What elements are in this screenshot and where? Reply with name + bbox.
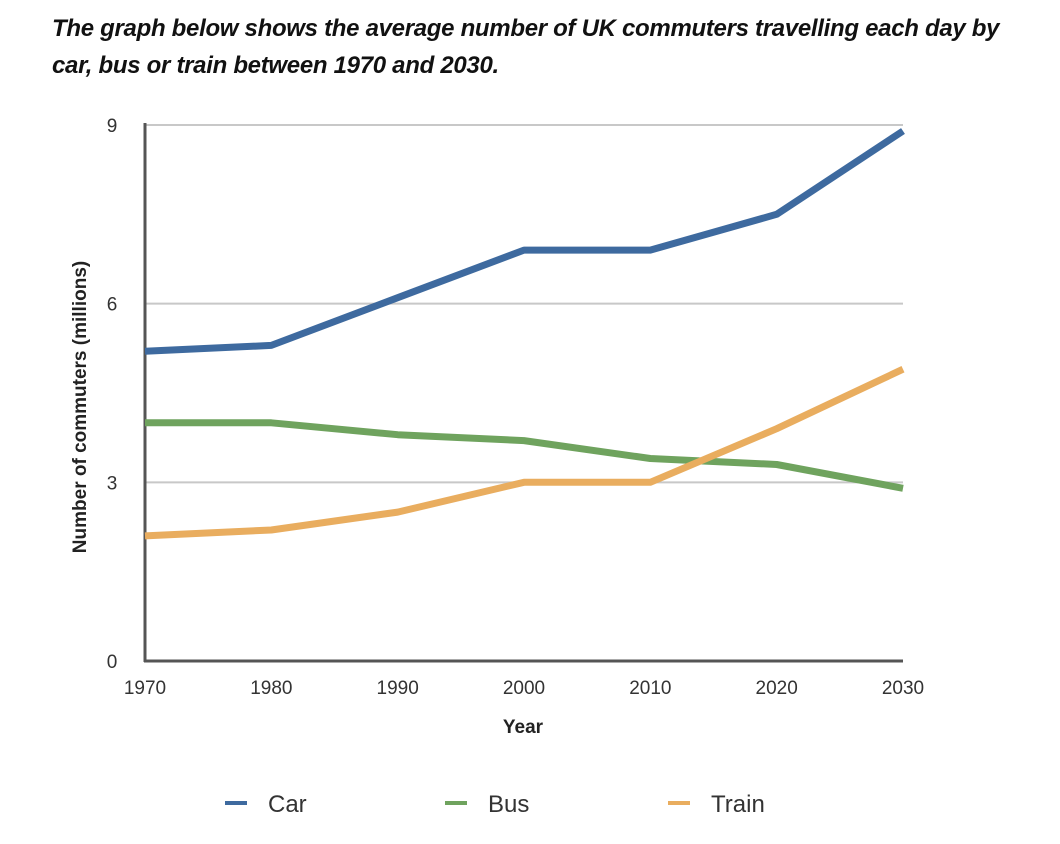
y-tick-label: 3 bbox=[107, 473, 118, 494]
x-tick-label: 2000 bbox=[503, 678, 545, 699]
gridlines bbox=[145, 124, 903, 484]
legend-item-car: Car bbox=[225, 791, 307, 818]
x-tick-labels: 1970 1980 1990 2000 2010 2020 2030 bbox=[124, 678, 924, 699]
y-tick-label: 9 bbox=[107, 116, 118, 137]
legend-item-train: Train bbox=[668, 791, 765, 818]
y-axis-title: Number of commuters (millions) bbox=[70, 261, 91, 553]
legend: Car Bus Train bbox=[225, 791, 765, 818]
legend-label: Bus bbox=[488, 791, 529, 818]
chart-title: The graph below shows the average number… bbox=[52, 15, 1000, 79]
x-tick-label: 1970 bbox=[124, 678, 166, 699]
x-axis-title: Year bbox=[503, 717, 544, 738]
legend-label: Train bbox=[711, 791, 765, 818]
x-tick-label: 1980 bbox=[250, 678, 292, 699]
axes bbox=[143, 123, 903, 663]
x-tick-label: 2030 bbox=[882, 678, 924, 699]
y-tick-label: 0 bbox=[107, 652, 118, 673]
y-tick-labels: 0 3 6 9 bbox=[107, 116, 118, 673]
series-lines bbox=[144, 128, 905, 540]
legend-item-bus: Bus bbox=[445, 791, 529, 818]
series-line-car bbox=[144, 128, 905, 355]
series-line-bus bbox=[145, 419, 904, 492]
legend-label: Car bbox=[268, 791, 307, 818]
x-tick-label: 2020 bbox=[756, 678, 798, 699]
y-tick-label: 6 bbox=[107, 295, 118, 316]
series-line-train bbox=[144, 366, 905, 540]
x-tick-label: 2010 bbox=[629, 678, 671, 699]
x-tick-label: 1990 bbox=[377, 678, 419, 699]
